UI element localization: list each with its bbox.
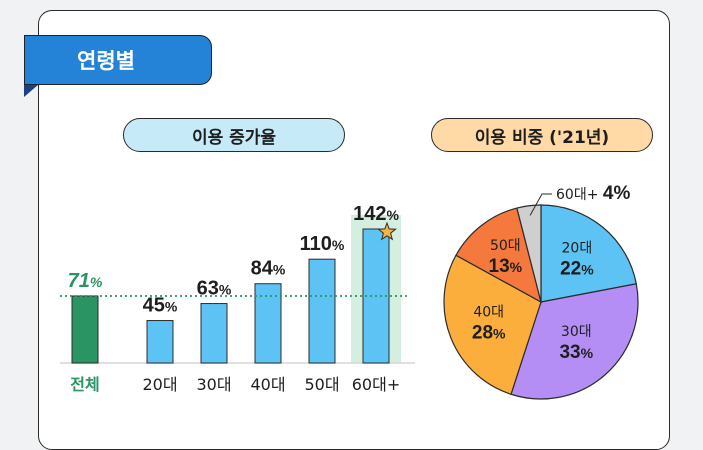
bar-category-label: 60대+ bbox=[352, 375, 401, 394]
pie-leader-line bbox=[529, 193, 552, 216]
pie-slice-0 bbox=[540, 204, 637, 303]
bar-3 bbox=[254, 283, 282, 364]
section-tab: 연령별 bbox=[24, 35, 212, 85]
pie-value-label: 33% bbox=[559, 342, 593, 363]
bar-0 bbox=[71, 295, 99, 364]
pie-value-label: 28% bbox=[472, 323, 506, 344]
bar-category-label: 20대 bbox=[142, 375, 177, 394]
pie-slice-4 bbox=[516, 204, 542, 303]
pie-category-label: 50대 bbox=[490, 238, 521, 254]
pie-value-label: 22% bbox=[560, 259, 594, 280]
bar-chart-title: 이용 증가율 bbox=[123, 118, 345, 152]
bar-value-label: 142% bbox=[353, 203, 399, 225]
bar-value-label: 110% bbox=[300, 233, 345, 255]
pie-outside-label: 60대+ 4% bbox=[556, 183, 630, 204]
bar-category-label: 50대 bbox=[304, 375, 339, 394]
bar-category-label: 40대 bbox=[250, 375, 285, 394]
bar-value-label: 84% bbox=[251, 258, 286, 280]
bar-value-label: 45% bbox=[143, 295, 178, 317]
bar-4 bbox=[308, 258, 336, 364]
pie-chart-title: 이용 비중 ('21년) bbox=[431, 118, 653, 152]
section-label: 연령별 bbox=[77, 49, 135, 73]
star-icon bbox=[377, 221, 397, 241]
bar-value-label: 63% bbox=[197, 278, 232, 300]
pie-slice-1 bbox=[510, 283, 639, 400]
bar-value-label: 71% bbox=[68, 270, 103, 292]
bar-category-label: 30대 bbox=[196, 375, 231, 394]
pie-slice-3 bbox=[455, 207, 542, 304]
pie-category-label: 30대 bbox=[561, 324, 592, 340]
pie-slice-2 bbox=[443, 254, 542, 396]
bar-2 bbox=[200, 303, 228, 364]
bar-category-label: 전체 bbox=[70, 375, 99, 394]
bar-1 bbox=[146, 320, 174, 364]
pie-category-label: 40대 bbox=[473, 305, 504, 321]
pie-category-label: 20대 bbox=[562, 241, 593, 257]
tab-fold bbox=[24, 85, 38, 97]
pie-value-label: 13% bbox=[489, 256, 523, 277]
chart-canvas: 71% 45% 63% 84% 110% 142% 전체 20대 30대 40대 50대 60대+ 20… bbox=[60, 183, 639, 400]
